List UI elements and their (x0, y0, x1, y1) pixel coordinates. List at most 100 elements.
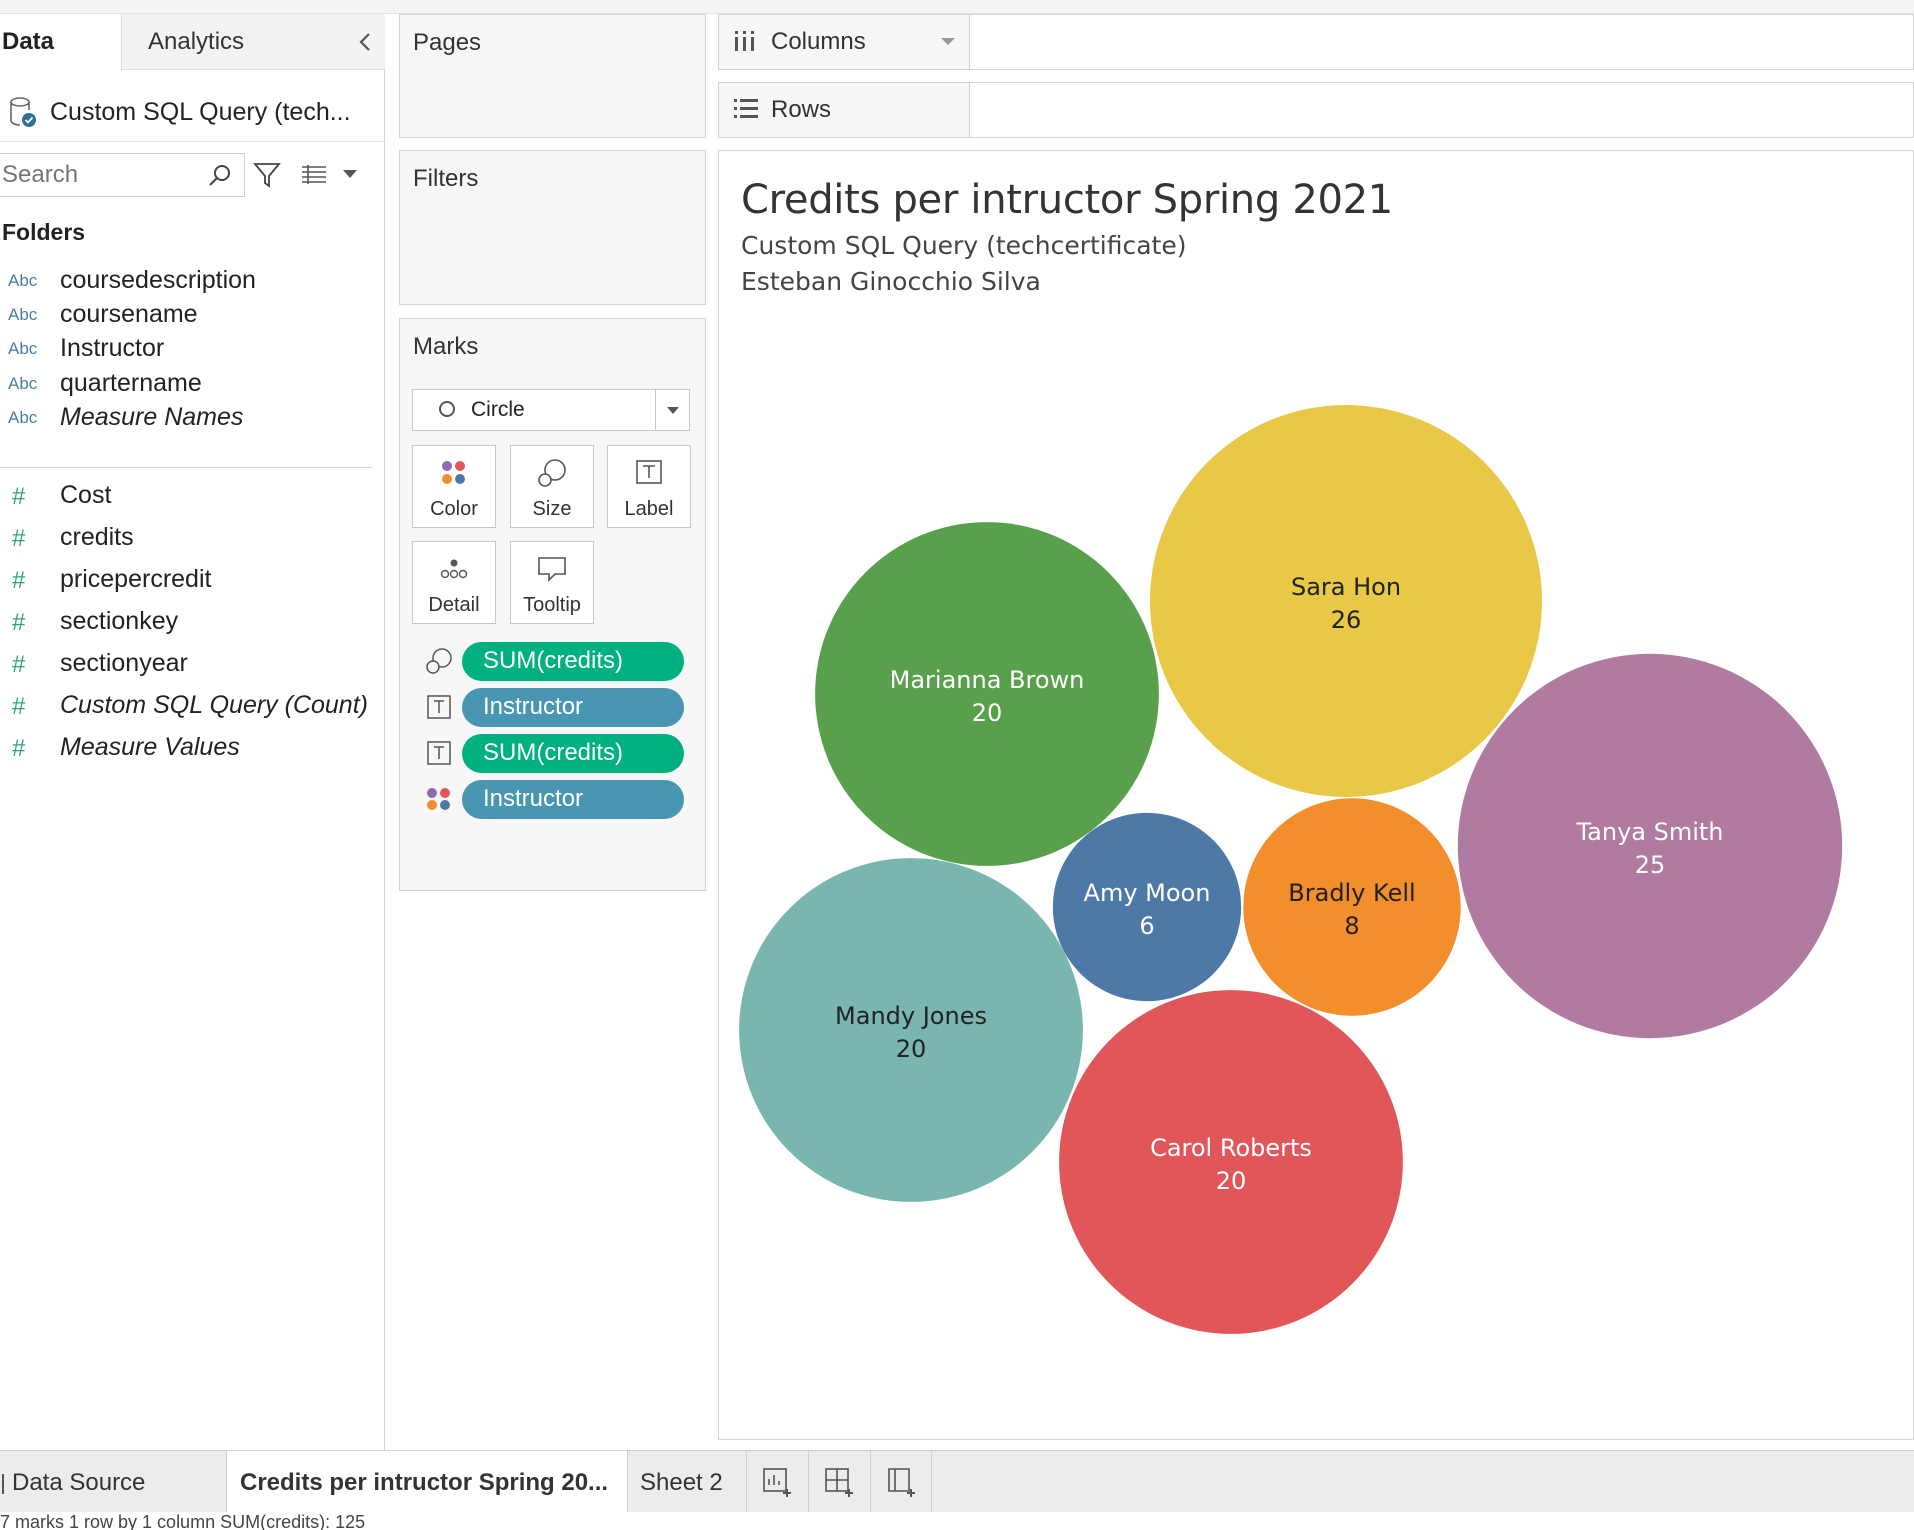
tab-data[interactable]: Data (0, 14, 122, 71)
tooltip-button[interactable]: Tooltip (510, 541, 594, 624)
label-pill[interactable]: Instructor (462, 688, 684, 727)
rows-label: Rows (771, 96, 832, 123)
pages-card[interactable]: Pages (399, 14, 706, 138)
bubble-name-label: Carol Roberts (1150, 1134, 1312, 1162)
tab-data-source[interactable]: Data Source (0, 1451, 226, 1513)
field-item[interactable]: # Custom SQL Query (Count) (0, 685, 385, 727)
collapse-pane-icon[interactable] (350, 24, 380, 60)
filter-icon[interactable] (252, 160, 282, 190)
bubble-value-label: 20 (972, 699, 1003, 727)
detail-button-label: Detail (428, 594, 480, 616)
string-type-icon: Abc (8, 305, 38, 324)
text-label-icon (632, 456, 666, 490)
tooltip-icon (535, 552, 569, 586)
string-type-icon: Abc (8, 339, 38, 358)
list-view-icon[interactable] (300, 162, 328, 188)
text-label-icon (424, 738, 454, 768)
field-name: Measure Names (60, 403, 244, 431)
bubble-value-label: 6 (1139, 912, 1154, 940)
string-type-icon: Abc (8, 408, 38, 427)
circle-icon (439, 401, 455, 417)
field-item[interactable]: Abc Instructor (0, 328, 385, 370)
label-pill[interactable]: SUM(credits) (462, 734, 684, 773)
detail-icon (437, 552, 471, 586)
bubble-mandy-jones[interactable] (739, 858, 1083, 1202)
number-type-icon: # (12, 693, 26, 720)
bubble-amy-moon[interactable] (1052, 812, 1242, 1002)
color-button[interactable]: Color (412, 445, 496, 528)
rows-shelf-label: Rows (719, 83, 970, 137)
rows-shelf[interactable]: Rows (718, 82, 1914, 138)
field-item[interactable]: # Measure Values (0, 727, 385, 769)
number-type-icon: # (12, 651, 26, 678)
chevron-down-icon[interactable] (655, 390, 691, 430)
bubble-carol-roberts[interactable] (1059, 990, 1403, 1334)
view-subtitle: Custom SQL Query (techcertificate) (741, 231, 1187, 260)
new-worksheet-icon[interactable] (746, 1451, 808, 1513)
data-pane: Data Analytics Custom SQL Query (tech...… (0, 14, 385, 1450)
size-button-label: Size (532, 498, 572, 520)
database-icon (8, 96, 38, 130)
color-icon (424, 784, 454, 814)
mark-type-value: Circle (471, 398, 525, 421)
color-button-label: Color (430, 498, 478, 520)
string-type-icon: Abc (8, 271, 38, 290)
field-item[interactable]: Abc Measure Names (0, 397, 385, 439)
mark-type-dropdown[interactable]: Circle (412, 389, 690, 431)
field-item[interactable]: # sectionyear (0, 643, 385, 685)
view-title[interactable]: Credits per intructor Spring 2021 (741, 177, 1393, 223)
size-pill[interactable]: SUM(credits) (462, 642, 684, 681)
bubble-name-label: Bradly Kell (1288, 879, 1415, 907)
marks-card: Marks Circle Color Size Label Detail (399, 318, 706, 891)
columns-shelf[interactable]: Columns (718, 14, 1914, 70)
color-pill[interactable]: Instructor (462, 780, 684, 819)
chevron-down-icon[interactable] (939, 35, 957, 54)
search-input[interactable] (0, 154, 200, 196)
size-icon (535, 456, 569, 490)
field-name: pricepercredit (60, 565, 212, 593)
bubble-sara-hon[interactable] (1150, 405, 1542, 797)
number-type-icon: # (12, 483, 26, 510)
bubble-bradly-kell[interactable] (1243, 798, 1461, 1016)
field-item[interactable]: Abc quartername (0, 363, 385, 405)
size-button[interactable]: Size (510, 445, 594, 528)
field-item[interactable]: # sectionkey (0, 601, 385, 643)
rows-icon (733, 98, 759, 125)
label-button[interactable]: Label (607, 445, 691, 528)
bubble-name-label: Mandy Jones (835, 1002, 987, 1030)
status-bar: 7 marks 1 row by 1 column SUM(credits): … (0, 1512, 1914, 1530)
field-item[interactable]: # credits (0, 517, 385, 559)
field-name: credits (60, 523, 134, 551)
chevron-down-icon[interactable] (340, 166, 360, 182)
field-item[interactable]: Abc coursedescription (0, 260, 385, 302)
filters-card[interactable]: Filters (399, 150, 706, 305)
bubble-marianna-brown[interactable] (815, 522, 1159, 866)
filters-title: Filters (413, 165, 479, 192)
data-pane-tabs: Data Analytics (0, 14, 385, 71)
number-type-icon: # (12, 735, 26, 762)
datasource-item[interactable]: Custom SQL Query (tech... (0, 70, 385, 142)
tab-sheet-2[interactable]: Sheet 2 (640, 1469, 723, 1496)
tab-label: Data Source (12, 1469, 146, 1496)
number-type-icon: # (12, 609, 26, 636)
size-icon (424, 646, 454, 676)
text-label-icon (424, 692, 454, 722)
detail-button[interactable]: Detail (412, 541, 496, 624)
data-source-icon (2, 1473, 4, 1494)
bubble-name-label: Marianna Brown (890, 666, 1085, 694)
bubble-tanya-smith[interactable] (1457, 653, 1843, 1039)
search-icon[interactable] (206, 162, 234, 190)
field-name: coursedescription (60, 266, 256, 294)
new-dashboard-icon[interactable] (808, 1451, 870, 1513)
bubble-name-label: Tanya Smith (1575, 818, 1723, 846)
bubble-value-label: 20 (896, 1035, 927, 1063)
field-item[interactable]: # pricepercredit (0, 559, 385, 601)
field-name: sectionyear (60, 649, 188, 677)
tab-sheet-active[interactable]: Credits per intructor Spring 20... (226, 1451, 628, 1513)
tab-analytics[interactable]: Analytics (148, 28, 245, 55)
new-story-icon[interactable] (870, 1451, 932, 1513)
field-item[interactable]: Abc coursename (0, 294, 385, 336)
field-item[interactable]: # Cost (0, 475, 385, 517)
color-icon (437, 456, 471, 490)
string-type-icon: Abc (8, 374, 38, 393)
